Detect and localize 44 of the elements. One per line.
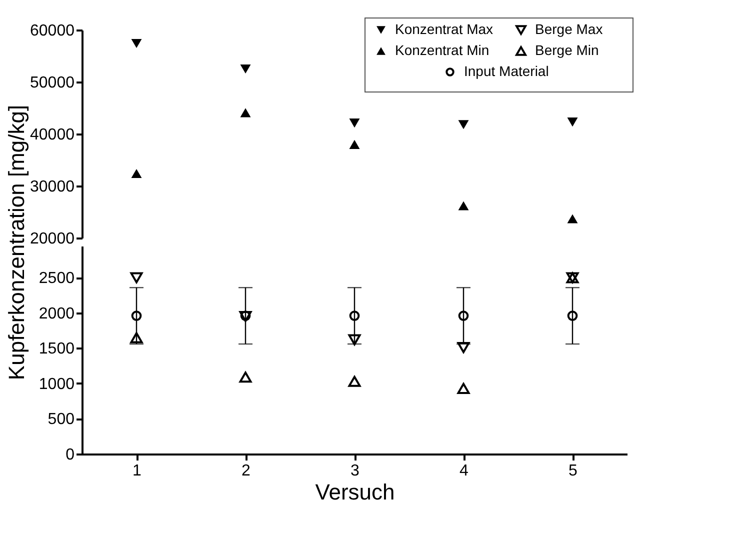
point xyxy=(458,201,469,210)
y-axis-title: Kupferkonzentration [mg/kg] xyxy=(4,104,29,380)
y-tick-label: 2000 xyxy=(38,305,75,322)
point xyxy=(457,382,470,394)
point xyxy=(567,118,578,127)
y-tick-label: 50000 xyxy=(30,74,75,92)
legend-label: Berge Max xyxy=(535,21,603,37)
point xyxy=(348,376,361,387)
point xyxy=(458,310,469,321)
x-tick-label: 5 xyxy=(568,462,578,480)
point xyxy=(458,120,469,130)
point xyxy=(567,214,578,224)
point xyxy=(240,64,251,74)
legend-label: Berge Min xyxy=(535,42,599,58)
point xyxy=(457,342,470,354)
point xyxy=(240,108,251,118)
point xyxy=(130,332,143,344)
y-tick-label: 30000 xyxy=(30,178,75,196)
point xyxy=(348,334,361,346)
point xyxy=(349,140,360,149)
point xyxy=(239,372,252,383)
x-tick-label: 2 xyxy=(242,462,251,480)
y-tick-label: 20000 xyxy=(30,230,75,248)
y-tick-label: 500 xyxy=(48,411,75,428)
y-tick-label: 40000 xyxy=(30,126,75,144)
point xyxy=(349,118,360,128)
y-tick-label: 0 xyxy=(66,446,75,464)
y-tick-label: 2500 xyxy=(38,270,75,288)
legend-label: Konzentrat Min xyxy=(395,42,490,58)
legend-label: Input Material xyxy=(464,63,549,79)
legend-label: Konzentrat Max xyxy=(395,21,494,37)
point xyxy=(131,38,142,48)
point xyxy=(349,310,360,321)
point xyxy=(131,168,142,178)
x-tick-label: 1 xyxy=(132,462,142,480)
y-tick-label: 1000 xyxy=(38,376,75,393)
point xyxy=(567,310,578,321)
point xyxy=(131,310,142,321)
y-tick-label: 1500 xyxy=(38,340,75,358)
x-axis-title: Versuch xyxy=(315,480,395,504)
point xyxy=(130,272,143,284)
x-tick-label: 4 xyxy=(460,462,469,480)
y-tick-label: 60000 xyxy=(30,22,75,40)
x-tick-label: 3 xyxy=(350,462,360,480)
